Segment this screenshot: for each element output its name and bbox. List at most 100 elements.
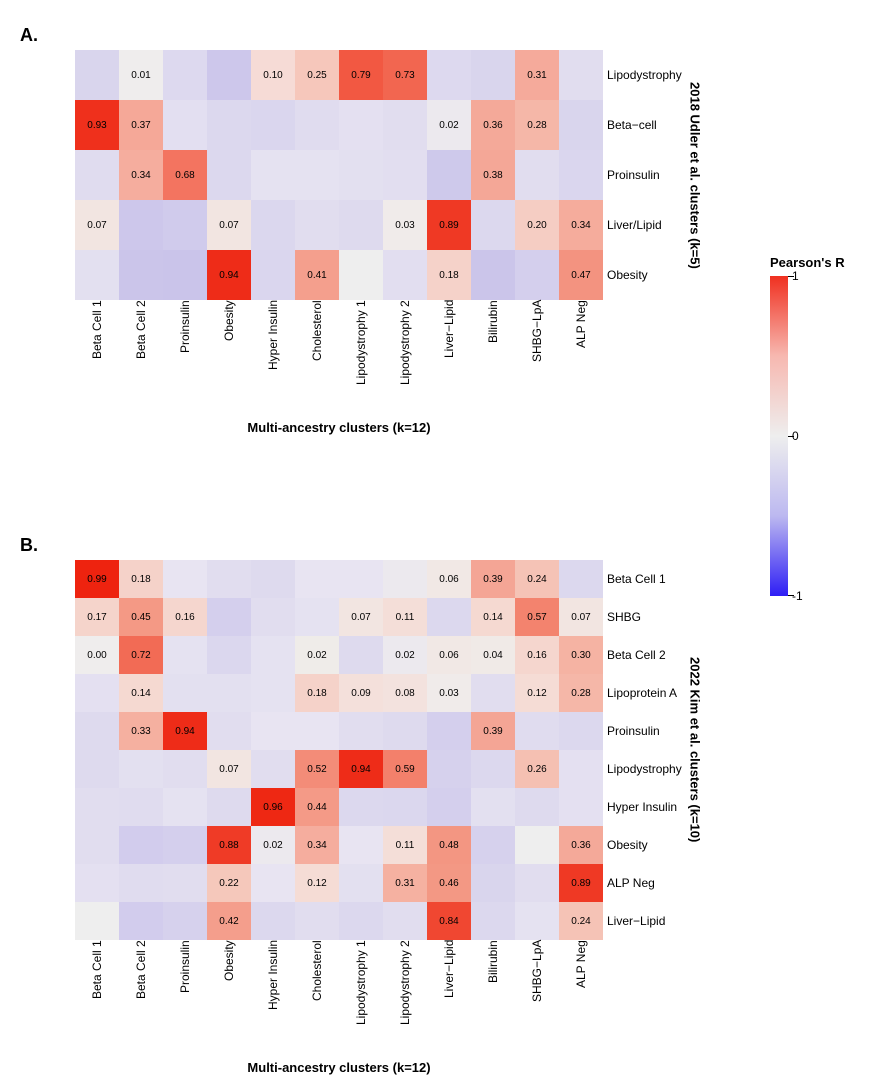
heatmap-cell: 0.24 bbox=[515, 560, 559, 598]
heatmap-cell: 0.07 bbox=[559, 598, 603, 636]
heatmap-cell: 0.18 bbox=[295, 674, 339, 712]
heatmap-cell bbox=[251, 864, 295, 902]
heatmap-cell bbox=[515, 826, 559, 864]
heatmap-cell: 0.52 bbox=[295, 750, 339, 788]
heatmap-cell bbox=[75, 250, 119, 300]
heatmap-cell: 0.12 bbox=[515, 674, 559, 712]
heatmap-cell: 0.07 bbox=[339, 598, 383, 636]
heatmap-cell bbox=[427, 598, 471, 636]
heatmap-cell bbox=[207, 150, 251, 200]
heatmap-cell: 0.11 bbox=[383, 826, 427, 864]
heatmap-cell: 0.48 bbox=[427, 826, 471, 864]
heatmap-cell: 0.46 bbox=[427, 864, 471, 902]
heatmap-cell: 0.96 bbox=[251, 788, 295, 826]
col-label: Beta Cell 1 bbox=[75, 940, 119, 1054]
heatmap-cell bbox=[383, 250, 427, 300]
panel-a-y-title: 2018 Udler et al. clusters (k=5) bbox=[688, 50, 703, 300]
col-label: Beta Cell 2 bbox=[119, 300, 163, 414]
col-label: Proinsulin bbox=[163, 300, 207, 414]
heatmap-cell: 0.39 bbox=[471, 560, 515, 598]
heatmap-cell bbox=[75, 750, 119, 788]
col-label: ALP Neg bbox=[559, 940, 603, 1054]
heatmap-cell: 0.07 bbox=[75, 200, 119, 250]
row-label: Proinsulin bbox=[603, 712, 682, 750]
heatmap-cell: 0.18 bbox=[119, 560, 163, 598]
heatmap-cell: 0.34 bbox=[119, 150, 163, 200]
heatmap-cell bbox=[295, 100, 339, 150]
heatmap-cell bbox=[163, 50, 207, 100]
heatmap-cell: 0.42 bbox=[207, 902, 251, 940]
heatmap-cell bbox=[295, 598, 339, 636]
heatmap-cell bbox=[383, 100, 427, 150]
heatmap-cell: 0.00 bbox=[75, 636, 119, 674]
heatmap-cell bbox=[471, 902, 515, 940]
heatmap-cell bbox=[207, 50, 251, 100]
heatmap-cell bbox=[427, 150, 471, 200]
heatmap-cell bbox=[559, 712, 603, 750]
heatmap-cell bbox=[427, 712, 471, 750]
heatmap-cell: 0.01 bbox=[119, 50, 163, 100]
heatmap-cell bbox=[383, 712, 427, 750]
heatmap-cell bbox=[163, 100, 207, 150]
heatmap-cell bbox=[207, 598, 251, 636]
heatmap-cell: 0.16 bbox=[163, 598, 207, 636]
heatmap-cell bbox=[339, 636, 383, 674]
heatmap-cell: 0.14 bbox=[119, 674, 163, 712]
heatmap-cell bbox=[251, 560, 295, 598]
heatmap-cell: 0.02 bbox=[383, 636, 427, 674]
col-label: SHBG−LpA bbox=[515, 940, 559, 1054]
heatmap-cell: 0.41 bbox=[295, 250, 339, 300]
heatmap-cell: 0.28 bbox=[515, 100, 559, 150]
heatmap-cell bbox=[515, 902, 559, 940]
row-label: ALP Neg bbox=[603, 864, 682, 902]
heatmap-cell bbox=[471, 826, 515, 864]
heatmap-cell: 0.25 bbox=[295, 50, 339, 100]
heatmap-cell bbox=[339, 200, 383, 250]
heatmap-cell bbox=[163, 674, 207, 712]
heatmap-cell bbox=[339, 560, 383, 598]
col-label: Obesity bbox=[207, 940, 251, 1054]
heatmap-cell: 0.68 bbox=[163, 150, 207, 200]
heatmap-cell: 0.03 bbox=[427, 674, 471, 712]
heatmap-cell bbox=[515, 150, 559, 200]
col-label: Proinsulin bbox=[163, 940, 207, 1054]
heatmap-cell bbox=[75, 864, 119, 902]
col-label: Obesity bbox=[207, 300, 251, 414]
heatmap-cell: 0.02 bbox=[427, 100, 471, 150]
heatmap-cell bbox=[119, 250, 163, 300]
col-label: ALP Neg bbox=[559, 300, 603, 414]
heatmap-cell bbox=[163, 250, 207, 300]
heatmap-cell bbox=[207, 788, 251, 826]
row-label: Beta−cell bbox=[603, 100, 682, 150]
heatmap-cell bbox=[75, 150, 119, 200]
heatmap-cell: 0.02 bbox=[251, 826, 295, 864]
heatmap-cell bbox=[339, 100, 383, 150]
col-label: Beta Cell 2 bbox=[119, 940, 163, 1054]
heatmap-b-row-labels: Beta Cell 1SHBGBeta Cell 2Lipoprotein AP… bbox=[603, 560, 682, 940]
heatmap-cell: 0.36 bbox=[559, 826, 603, 864]
col-label: Hyper Insulin bbox=[251, 300, 295, 414]
panel-b-y-title: 2022 Kim et al. clusters (k=10) bbox=[688, 560, 703, 940]
heatmap-cell bbox=[163, 636, 207, 674]
heatmap-cell: 0.10 bbox=[251, 50, 295, 100]
row-label: Lipodystrophy bbox=[603, 50, 682, 100]
heatmap-cell: 0.88 bbox=[207, 826, 251, 864]
col-label: Lipodystrophy 1 bbox=[339, 940, 383, 1054]
col-label: Beta Cell 1 bbox=[75, 300, 119, 414]
heatmap-cell: 0.72 bbox=[119, 636, 163, 674]
heatmap-cell bbox=[163, 788, 207, 826]
heatmap-cell: 0.93 bbox=[75, 100, 119, 150]
heatmap-cell bbox=[515, 250, 559, 300]
heatmap-cell bbox=[471, 250, 515, 300]
heatmap-cell bbox=[471, 750, 515, 788]
heatmap-cell bbox=[75, 50, 119, 100]
heatmap-cell bbox=[339, 150, 383, 200]
heatmap-cell: 0.18 bbox=[427, 250, 471, 300]
heatmap-b-col-labels: Beta Cell 1Beta Cell 2ProinsulinObesityH… bbox=[75, 940, 603, 1054]
heatmap-cell: 0.31 bbox=[383, 864, 427, 902]
heatmap-cell bbox=[383, 150, 427, 200]
heatmap-cell bbox=[339, 712, 383, 750]
row-label: Hyper Insulin bbox=[603, 788, 682, 826]
col-label: Liver−Lipid bbox=[427, 300, 471, 414]
heatmap-cell bbox=[339, 826, 383, 864]
